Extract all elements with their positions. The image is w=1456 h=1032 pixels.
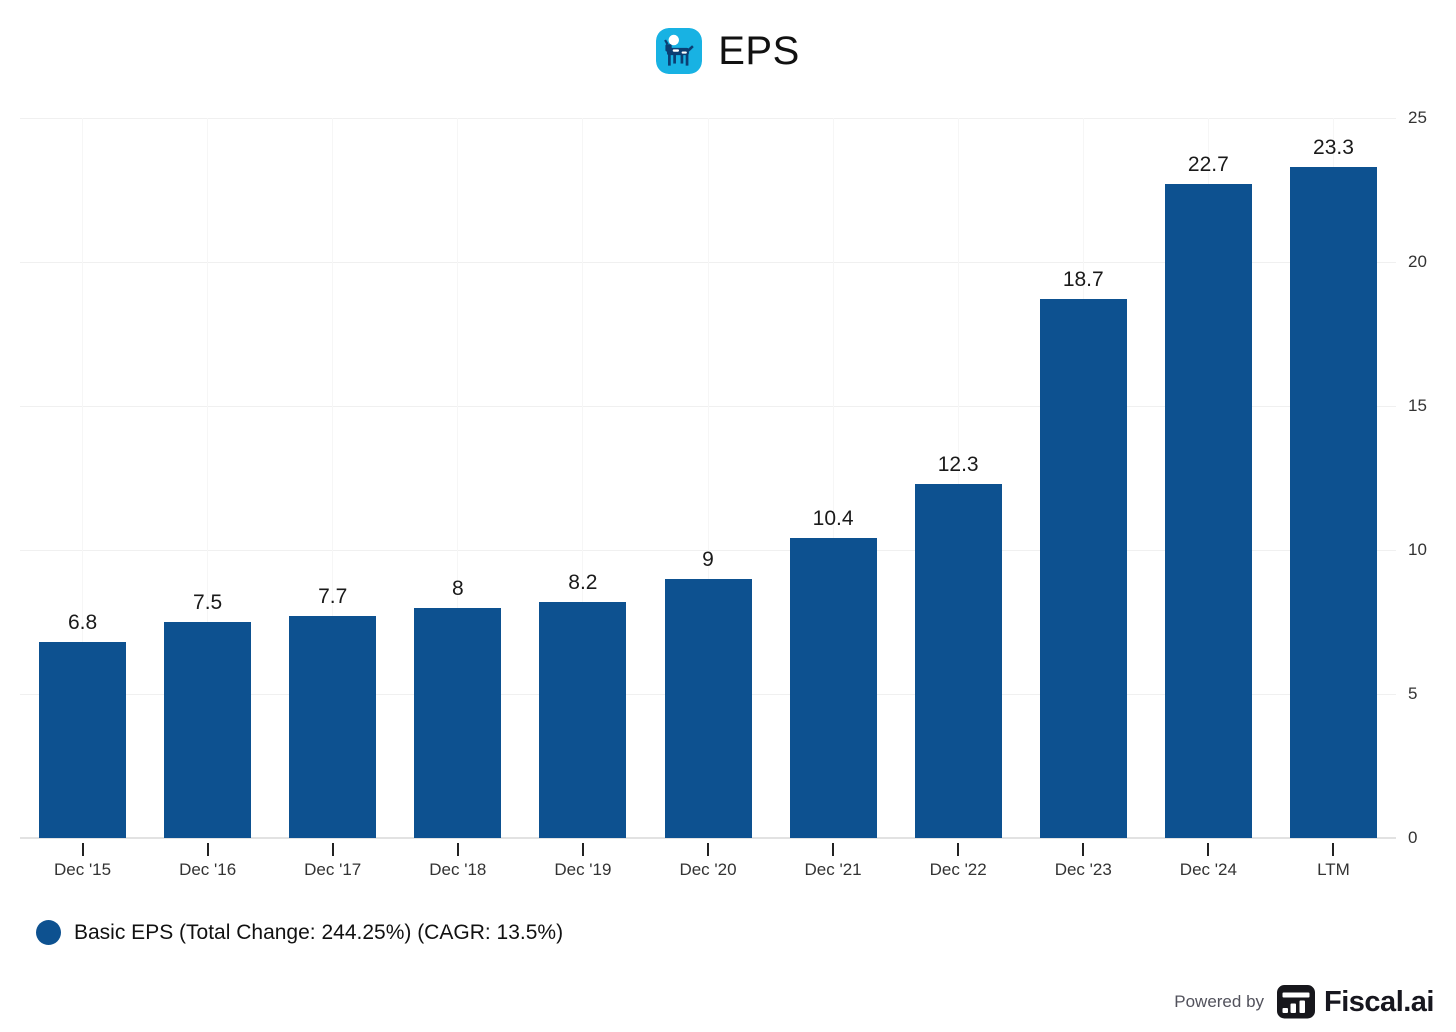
fiscal-ai-brand[interactable]: Fiscal.ai bbox=[1276, 984, 1434, 1020]
x-axis-line bbox=[20, 837, 1396, 839]
x-axis-tick bbox=[1207, 843, 1210, 856]
bar-dec-15[interactable] bbox=[39, 642, 127, 838]
y-tick-label: 20 bbox=[1408, 252, 1427, 271]
bar-value-label: 22.7 bbox=[1187, 153, 1229, 177]
footer: Powered by Fiscal.ai bbox=[1174, 984, 1434, 1020]
x-tick-label: Dec '23 bbox=[1054, 860, 1112, 879]
x-axis-tick bbox=[581, 843, 584, 856]
x-axis-tick bbox=[456, 843, 459, 856]
y-tick-label: 10 bbox=[1408, 540, 1427, 559]
bar-dec-17[interactable] bbox=[289, 616, 377, 838]
gridline-vertical bbox=[832, 118, 834, 838]
gridline-vertical bbox=[207, 118, 209, 838]
fiscal-ai-wordmark: Fiscal.ai bbox=[1324, 985, 1434, 1018]
bar-value-label: 12.3 bbox=[937, 452, 979, 476]
gridline-vertical bbox=[707, 118, 709, 838]
bar-value-label: 7.7 bbox=[318, 585, 348, 609]
bar-value-label: 7.5 bbox=[193, 591, 223, 614]
gridline-vertical bbox=[457, 118, 459, 838]
x-axis-tick bbox=[1332, 843, 1335, 856]
legend-label: Basic EPS (Total Change: 244.25%) (CAGR:… bbox=[74, 920, 564, 944]
gridline-vertical bbox=[332, 118, 334, 838]
x-axis-tick bbox=[331, 843, 334, 856]
bar-value-label: 10.4 bbox=[812, 507, 854, 531]
plot-area: 6.8 Dec '15 7.5 Dec '16 7.7 Dec '17 8 Dec '18 8.… bbox=[20, 118, 1396, 879]
x-tick-label: LTM bbox=[1317, 860, 1350, 879]
x-tick-label: Dec '18 bbox=[429, 860, 487, 879]
x-axis-tick bbox=[957, 843, 960, 856]
bar-value-label: 8.2 bbox=[568, 570, 598, 594]
bar-value-label: 6.8 bbox=[67, 611, 98, 635]
gridline-vertical bbox=[82, 118, 84, 838]
x-tick-label: Dec '22 bbox=[929, 860, 987, 879]
powered-by-label: Powered by bbox=[1174, 992, 1265, 1011]
x-tick-label: Dec '24 bbox=[1179, 860, 1237, 879]
bar-dec-21[interactable] bbox=[789, 538, 877, 838]
x-axis-tick bbox=[81, 843, 84, 856]
y-tick-label: 25 bbox=[1408, 108, 1427, 127]
bar-dec-24[interactable] bbox=[1164, 184, 1252, 838]
fiscal-ai-logo-icon bbox=[1277, 985, 1316, 1019]
y-tick-label: 15 bbox=[1408, 396, 1427, 415]
bar-dec-18[interactable] bbox=[414, 607, 502, 838]
bar-ltm[interactable] bbox=[1289, 166, 1377, 838]
legend-marker bbox=[36, 920, 61, 945]
gridline-vertical bbox=[957, 118, 959, 838]
bar-value-label: 18.7 bbox=[1062, 268, 1104, 292]
bar-dec-16[interactable] bbox=[164, 622, 252, 838]
chart-title-row: EPS bbox=[0, 28, 1456, 74]
x-tick-label: Dec '15 bbox=[53, 860, 112, 879]
x-axis-tick bbox=[1082, 843, 1085, 856]
bar-value-label: 23.3 bbox=[1313, 135, 1354, 159]
y-tick-label: 0 bbox=[1408, 828, 1418, 847]
x-tick-label: Dec '17 bbox=[304, 860, 362, 879]
x-axis-tick bbox=[832, 843, 835, 856]
x-axis-tick bbox=[206, 843, 209, 856]
bar-dec-23[interactable] bbox=[1039, 299, 1127, 838]
legend-item-basic-eps[interactable]: Basic EPS (Total Change: 244.25%) (CAGR:… bbox=[36, 920, 563, 945]
bar-dec-19[interactable] bbox=[539, 601, 627, 838]
elk-logo-icon bbox=[656, 28, 703, 74]
x-axis-tick bbox=[707, 843, 709, 856]
x-tick-label: Dec '19 bbox=[554, 860, 612, 879]
x-tick-label: Dec '20 bbox=[679, 860, 737, 879]
bar-dec-22[interactable] bbox=[914, 483, 1002, 838]
x-tick-label: Dec '16 bbox=[179, 860, 237, 879]
x-tick-label: Dec '21 bbox=[804, 860, 862, 879]
bar-value-label: 8 bbox=[451, 576, 464, 600]
gridline-vertical bbox=[582, 118, 584, 838]
page-title: EPS bbox=[718, 28, 800, 73]
y-tick-label: 5 bbox=[1408, 684, 1418, 703]
bar-dec-20[interactable] bbox=[664, 578, 752, 838]
y-axis-labels: 0 5 10 15 20 25 bbox=[1408, 108, 1454, 847]
bar-value-label: 9 bbox=[702, 547, 714, 571]
